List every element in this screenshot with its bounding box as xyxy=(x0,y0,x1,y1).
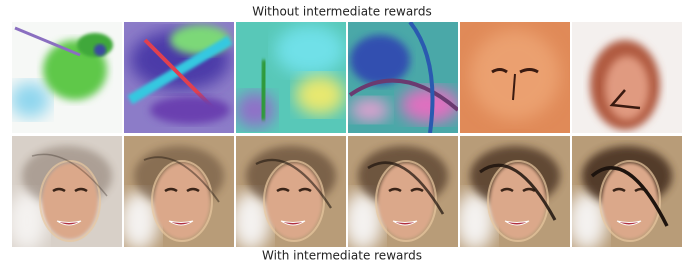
face xyxy=(490,163,546,239)
panel xyxy=(231,136,346,251)
panel xyxy=(348,22,460,133)
panel xyxy=(235,22,346,133)
face xyxy=(266,163,322,239)
panel xyxy=(10,22,122,133)
panel xyxy=(119,136,234,251)
panel xyxy=(460,22,570,133)
face xyxy=(154,163,210,239)
panel xyxy=(124,22,234,133)
figure: Without intermediate rewards xyxy=(0,0,685,264)
face xyxy=(42,163,98,239)
bottom-caption: With intermediate rewards xyxy=(262,249,422,263)
panel xyxy=(567,136,682,251)
panel xyxy=(7,136,122,251)
row-2 xyxy=(7,136,682,251)
face xyxy=(378,163,434,239)
panel xyxy=(455,136,570,251)
panel xyxy=(343,136,458,251)
top-caption: Without intermediate rewards xyxy=(252,5,432,19)
panel xyxy=(572,22,682,133)
